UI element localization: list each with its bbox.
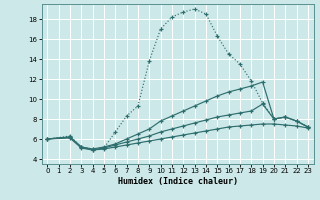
X-axis label: Humidex (Indice chaleur): Humidex (Indice chaleur) [118, 177, 237, 186]
